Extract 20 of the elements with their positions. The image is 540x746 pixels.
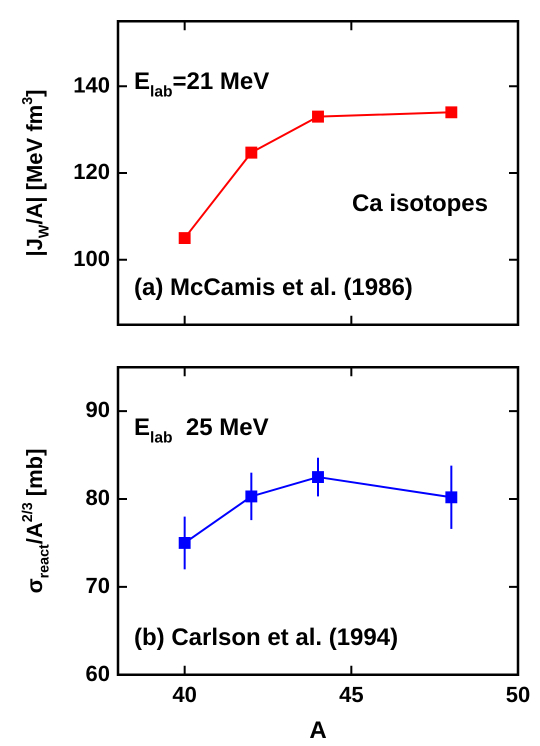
y-tick-label: 120	[73, 159, 110, 184]
x-tick-label: 45	[339, 682, 364, 708]
y-tick-label: 140	[73, 72, 110, 98]
y-axis-title: σreact/A2/3 [mb]	[20, 448, 53, 594]
y-tick-label: 70	[86, 572, 110, 598]
y-tick-label: 80	[86, 485, 110, 510]
annotation: (a) McCamis et al. (1986)	[134, 274, 413, 301]
point	[178, 232, 191, 244]
y-axis-title: |JW/A| [MeV fm3]	[20, 90, 53, 256]
annotation: Ca isotopes	[352, 190, 488, 218]
x-tick-label: 40	[172, 682, 197, 708]
point	[245, 146, 258, 159]
x-tick-label: 50	[506, 682, 530, 708]
y-tick-label: 60	[86, 660, 110, 686]
point	[445, 106, 458, 118]
y-tick-label: 100	[73, 246, 110, 271]
x-axis-title: A	[309, 717, 327, 744]
annotation: (b) Carlson et al. (1994)	[134, 624, 398, 651]
point	[312, 110, 324, 123]
y-tick-label: 90	[86, 397, 110, 422]
